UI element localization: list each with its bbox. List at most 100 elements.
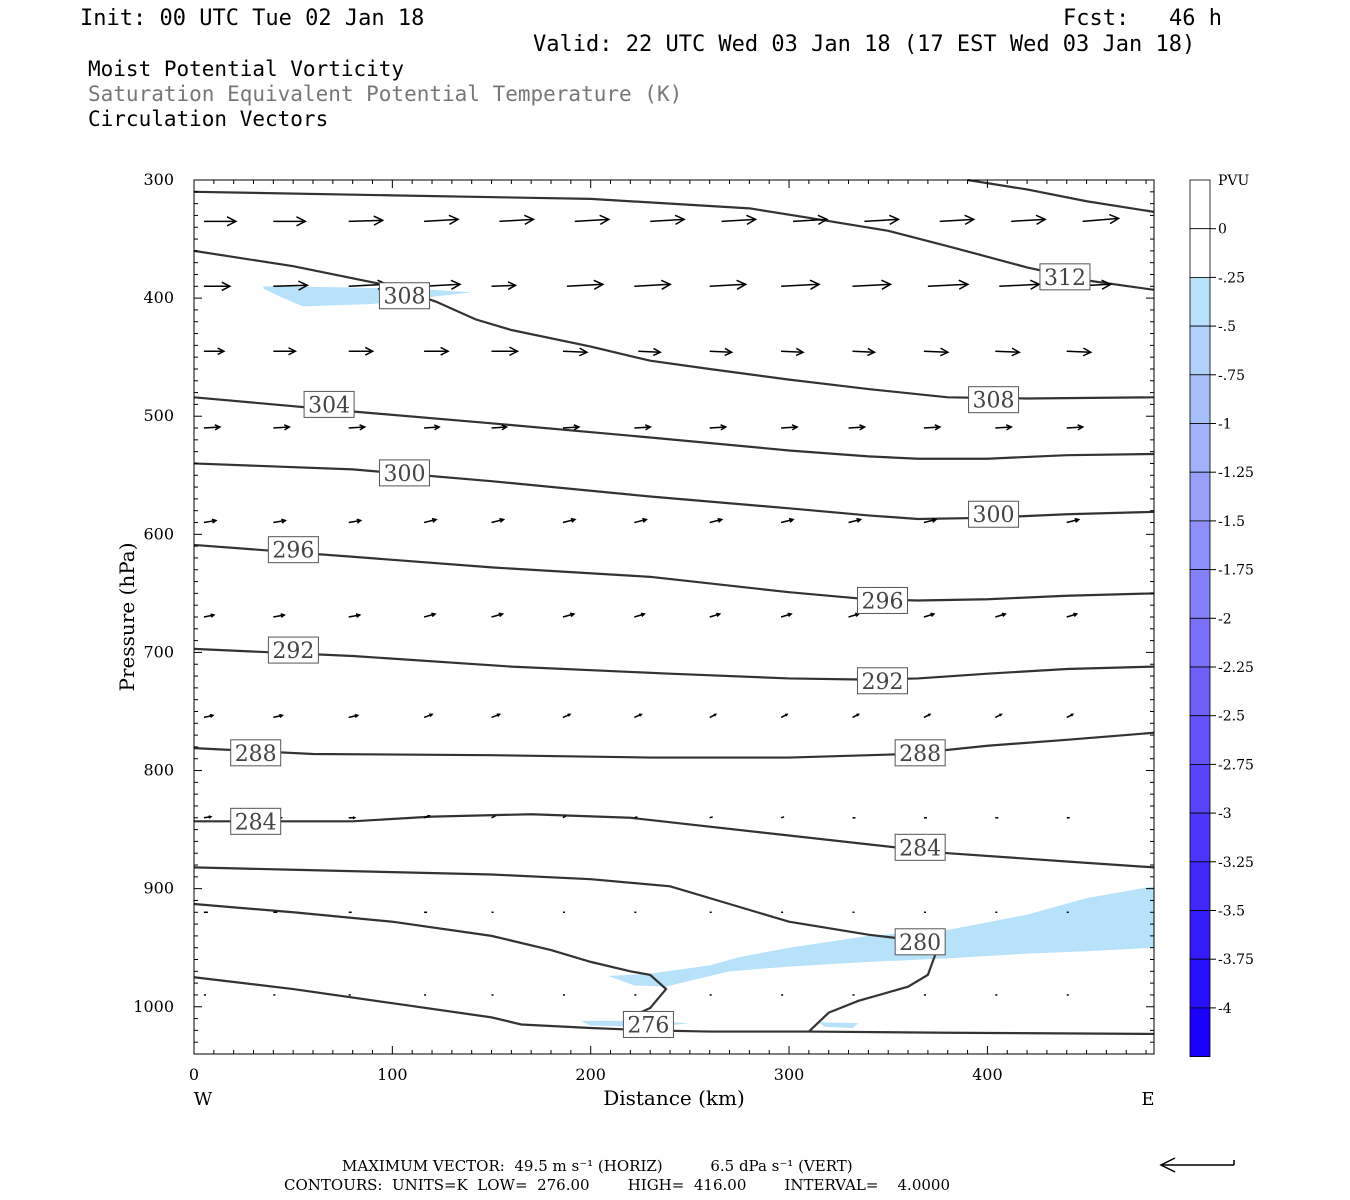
colorbar-label: -.25 bbox=[1218, 270, 1245, 286]
colorbar-swatch bbox=[1189, 325, 1211, 376]
field-title-2: Circulation Vectors bbox=[88, 107, 328, 131]
colorbar-swatch bbox=[1189, 520, 1211, 571]
circulation-vector bbox=[348, 816, 357, 820]
contour-label: 284 bbox=[230, 807, 282, 835]
circulation-vector bbox=[923, 347, 950, 357]
circulation-vector bbox=[995, 612, 1007, 618]
circulation-vector bbox=[562, 424, 581, 431]
circulation-vector bbox=[852, 347, 877, 357]
circulation-vector bbox=[273, 424, 291, 431]
circulation-vector bbox=[491, 424, 509, 431]
colorbar-label: -.5 bbox=[1218, 319, 1236, 335]
west-label: W bbox=[194, 1089, 213, 1110]
colorbar-unit: PVU bbox=[1218, 173, 1250, 189]
y-tick-label: 600 bbox=[143, 524, 174, 543]
forecast-hour: Fcst: 46 h bbox=[1063, 6, 1222, 31]
y-tick-label: 700 bbox=[143, 642, 174, 661]
colorbar-swatch bbox=[1189, 1007, 1211, 1058]
colorbar-swatch bbox=[1189, 276, 1211, 327]
circulation-vector bbox=[273, 518, 287, 524]
circulation-vector bbox=[923, 713, 932, 719]
circulation-vector bbox=[566, 279, 605, 290]
colorbar-swatch bbox=[1189, 423, 1211, 473]
colorbar-label: -3 bbox=[1218, 806, 1232, 822]
valid-time: Valid: 22 UTC Wed 03 Jan 18 (17 EST Wed … bbox=[533, 32, 1195, 57]
contour-label: 296 bbox=[856, 586, 908, 614]
circulation-vector bbox=[1082, 213, 1121, 225]
circulation-vector bbox=[562, 713, 572, 719]
contour-292 bbox=[193, 647, 1155, 681]
contour-label-text: 292 bbox=[861, 670, 903, 695]
contour-296 bbox=[193, 543, 1155, 602]
circulation-vector bbox=[781, 347, 805, 357]
colorbar-label: -1.25 bbox=[1218, 465, 1254, 481]
circulation-vector bbox=[491, 517, 506, 524]
colorbar-label: -1 bbox=[1218, 417, 1232, 433]
circulation-vector bbox=[1066, 517, 1081, 524]
contour-304 bbox=[193, 396, 1155, 460]
contour-316 bbox=[967, 178, 1155, 213]
circulation-vector bbox=[348, 424, 367, 431]
x-tick-label: 300 bbox=[774, 1065, 805, 1084]
circulation-vector bbox=[923, 612, 936, 618]
contour-label: 276 bbox=[622, 1010, 674, 1038]
circulation-vector bbox=[848, 424, 867, 431]
x-axis-label: Distance (km) bbox=[603, 1086, 745, 1110]
contour-label: 280 bbox=[894, 928, 946, 956]
circulation-vector bbox=[424, 214, 460, 226]
circulation-vector bbox=[562, 612, 576, 618]
circulation-vector bbox=[203, 815, 213, 819]
circulation-vector bbox=[348, 713, 360, 719]
colorbar-swatch bbox=[1189, 471, 1211, 522]
circulation-vector bbox=[923, 424, 942, 431]
contour-label-text: 312 bbox=[1044, 266, 1086, 291]
field-title-0: Moist Potential Vorticity bbox=[88, 57, 404, 81]
circulation-vector bbox=[780, 816, 785, 819]
circulation-vector bbox=[423, 517, 438, 524]
colorbar-swatch bbox=[1189, 617, 1211, 668]
circulation-vector bbox=[348, 518, 363, 524]
circulation-vector bbox=[1066, 424, 1085, 431]
circulation-vector bbox=[634, 713, 643, 719]
circulation-vector bbox=[923, 517, 938, 524]
contours-info-text: CONTOURS: UNITS=K LOW= 276.00 HIGH= 416.… bbox=[284, 1176, 950, 1194]
field-title-1: Saturation Equivalent Potential Temperat… bbox=[88, 82, 682, 106]
contour-284 bbox=[194, 813, 1155, 869]
contour-label: 288 bbox=[894, 739, 946, 767]
circulation-vector bbox=[1066, 713, 1075, 719]
circulation-vector bbox=[634, 424, 652, 431]
theta-e-contours bbox=[193, 178, 1155, 1036]
colorbar-label: -3.75 bbox=[1218, 952, 1254, 968]
colorbar-swatch bbox=[1189, 374, 1211, 424]
contour-280 bbox=[193, 902, 668, 1014]
circulation-vector bbox=[995, 424, 1013, 431]
colorbar-swatch bbox=[1189, 861, 1211, 911]
circulation-vector bbox=[781, 279, 821, 290]
circulation-vector bbox=[1011, 214, 1047, 226]
contour-label: 288 bbox=[230, 739, 282, 767]
circulation-vector bbox=[848, 612, 861, 618]
circulation-vector bbox=[491, 281, 518, 291]
circulation-vector bbox=[348, 346, 375, 356]
colorbar-label: -1.5 bbox=[1218, 514, 1245, 530]
circulation-vector bbox=[634, 816, 638, 819]
contour-label: 312 bbox=[1039, 263, 1091, 291]
circulation-vector bbox=[864, 214, 901, 226]
contour-label-text: 276 bbox=[627, 1013, 669, 1038]
contour-288 bbox=[193, 731, 1155, 759]
circulation-vector bbox=[852, 279, 893, 290]
contour-label: 304 bbox=[303, 390, 355, 418]
colorbar-swatch bbox=[1189, 764, 1211, 814]
contour-label-text: 284 bbox=[899, 836, 941, 861]
colorbar-swatch bbox=[1189, 910, 1211, 960]
y-axis-label: Pressure (hPa) bbox=[115, 543, 139, 692]
contour-276 bbox=[193, 976, 1155, 1036]
colorbar-swatch bbox=[1189, 179, 1211, 230]
contour-label-text: 304 bbox=[308, 393, 350, 418]
circulation-vector bbox=[780, 517, 795, 524]
colorbar-swatch bbox=[1189, 715, 1211, 765]
contour-label-text: 296 bbox=[861, 589, 903, 614]
colorbar-swatch bbox=[1189, 666, 1211, 717]
